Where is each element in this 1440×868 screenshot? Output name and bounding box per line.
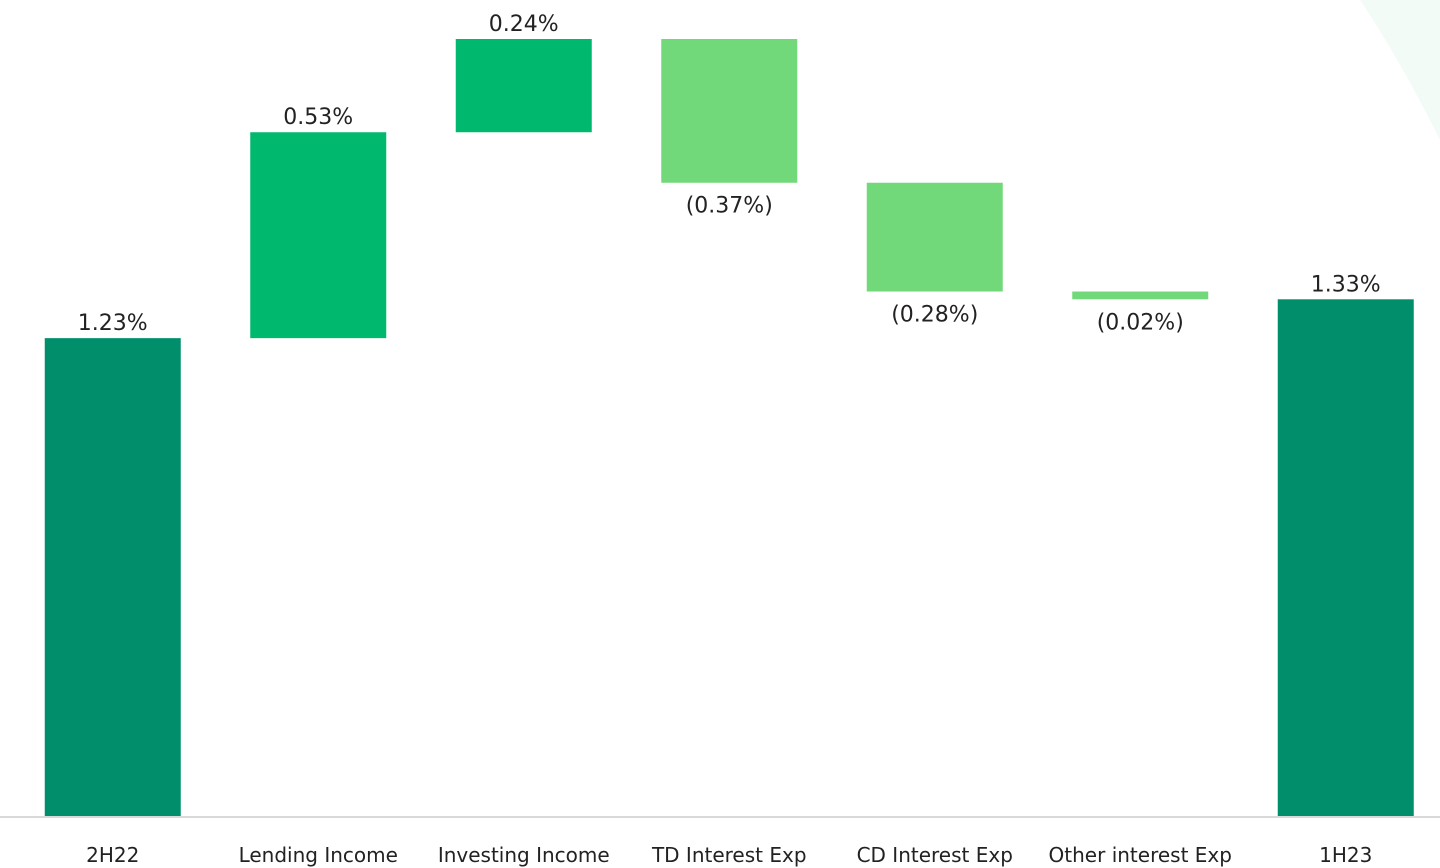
x-tick-label: CD Interest Exp bbox=[857, 843, 1013, 867]
x-tick-label: TD Interest Exp bbox=[651, 843, 807, 867]
bar bbox=[661, 39, 798, 183]
x-tick-label: 1H23 bbox=[1319, 843, 1372, 867]
bar bbox=[1072, 291, 1209, 300]
data-label: (0.02%) bbox=[1097, 310, 1184, 335]
bar bbox=[44, 338, 181, 816]
x-tick-label: Lending Income bbox=[239, 843, 398, 867]
bar bbox=[866, 182, 1003, 292]
data-label: (0.28%) bbox=[891, 303, 978, 328]
data-label: 1.33% bbox=[1311, 272, 1381, 297]
data-label: 1.23% bbox=[78, 311, 148, 336]
bar bbox=[250, 132, 387, 339]
bar bbox=[455, 39, 592, 133]
data-label: 0.53% bbox=[283, 105, 353, 130]
x-tick-label: Investing Income bbox=[438, 843, 610, 867]
x-tick-label: Other interest Exp bbox=[1049, 843, 1232, 867]
decoration bbox=[1360, 0, 1440, 140]
data-label: (0.37%) bbox=[686, 194, 773, 219]
data-label: 0.24% bbox=[489, 12, 559, 37]
x-tick-label: 2H22 bbox=[86, 843, 139, 867]
bar bbox=[1277, 299, 1414, 816]
